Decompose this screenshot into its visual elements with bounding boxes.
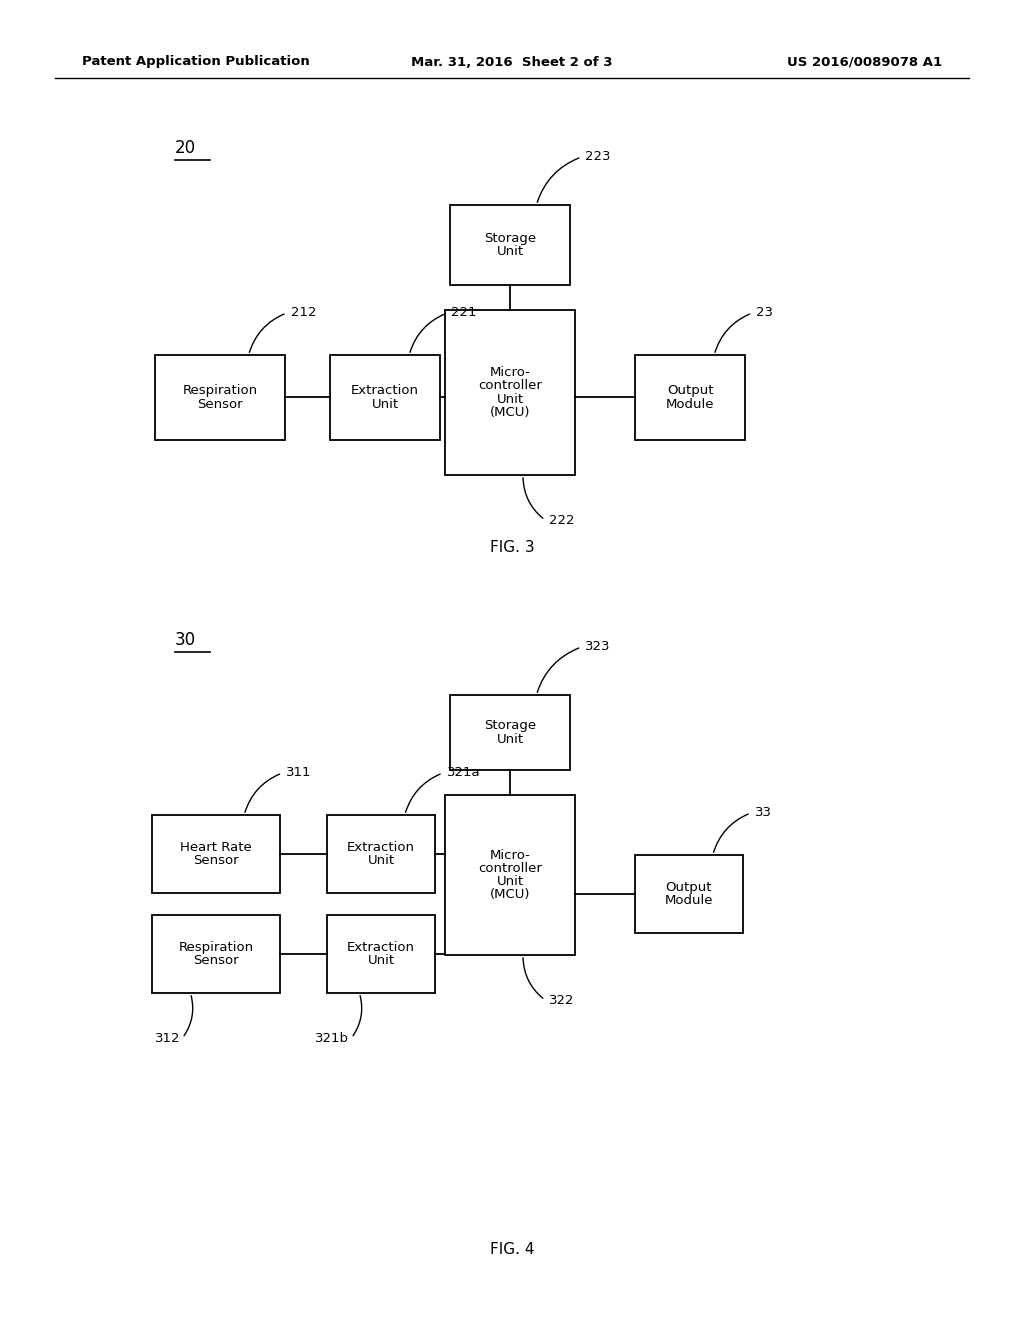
Text: 223: 223 [586, 150, 611, 164]
Text: 221: 221 [452, 306, 477, 319]
Text: Extraction: Extraction [351, 384, 419, 397]
Text: FIG. 4: FIG. 4 [489, 1242, 535, 1258]
Text: Sensor: Sensor [194, 854, 239, 867]
Bar [635, 355, 745, 440]
Text: Output: Output [666, 880, 713, 894]
Text: Unit: Unit [497, 392, 523, 405]
Text: 222: 222 [549, 513, 574, 527]
Text: 33: 33 [755, 807, 772, 820]
Text: Unit: Unit [368, 954, 394, 968]
Text: Unit: Unit [368, 854, 394, 867]
Text: Extraction: Extraction [347, 841, 415, 854]
Text: 312: 312 [155, 1031, 180, 1044]
Text: Storage: Storage [484, 232, 536, 244]
Text: Module: Module [665, 894, 714, 907]
Text: Patent Application Publication: Patent Application Publication [82, 55, 309, 69]
Bar [445, 310, 575, 475]
Text: Output: Output [667, 384, 714, 397]
Text: 321a: 321a [446, 767, 480, 780]
Bar [152, 814, 280, 894]
Text: Unit: Unit [497, 875, 523, 888]
Bar [152, 915, 280, 993]
Text: 23: 23 [756, 306, 773, 319]
Bar [327, 915, 435, 993]
Text: Unit: Unit [497, 733, 523, 746]
Text: Sensor: Sensor [198, 397, 243, 411]
Text: controller: controller [478, 379, 542, 392]
Text: (MCU): (MCU) [489, 407, 530, 418]
Text: 322: 322 [549, 994, 574, 1006]
Text: Heart Rate: Heart Rate [180, 841, 252, 854]
Text: Extraction: Extraction [347, 941, 415, 954]
Bar [635, 855, 743, 933]
Text: Micro-: Micro- [489, 366, 530, 379]
Text: 212: 212 [291, 306, 316, 319]
Text: Mar. 31, 2016  Sheet 2 of 3: Mar. 31, 2016 Sheet 2 of 3 [412, 55, 612, 69]
Bar [330, 355, 440, 440]
Text: 323: 323 [586, 640, 611, 653]
Text: Storage: Storage [484, 719, 536, 733]
Text: 311: 311 [286, 767, 311, 780]
Text: Respiration: Respiration [178, 941, 254, 954]
Bar [155, 355, 285, 440]
Bar [450, 696, 570, 770]
Bar [327, 814, 435, 894]
Text: FIG. 3: FIG. 3 [489, 540, 535, 556]
Bar [450, 205, 570, 285]
Text: 30: 30 [175, 631, 197, 649]
Bar [445, 795, 575, 954]
Text: US 2016/0089078 A1: US 2016/0089078 A1 [786, 55, 942, 69]
Text: controller: controller [478, 862, 542, 875]
Text: Sensor: Sensor [194, 954, 239, 968]
Text: 20: 20 [175, 139, 197, 157]
Text: Unit: Unit [372, 397, 398, 411]
Text: (MCU): (MCU) [489, 888, 530, 902]
Text: Micro-: Micro- [489, 849, 530, 862]
Text: 321b: 321b [315, 1031, 349, 1044]
Text: Respiration: Respiration [182, 384, 258, 397]
Text: Module: Module [666, 397, 715, 411]
Text: Unit: Unit [497, 246, 523, 259]
